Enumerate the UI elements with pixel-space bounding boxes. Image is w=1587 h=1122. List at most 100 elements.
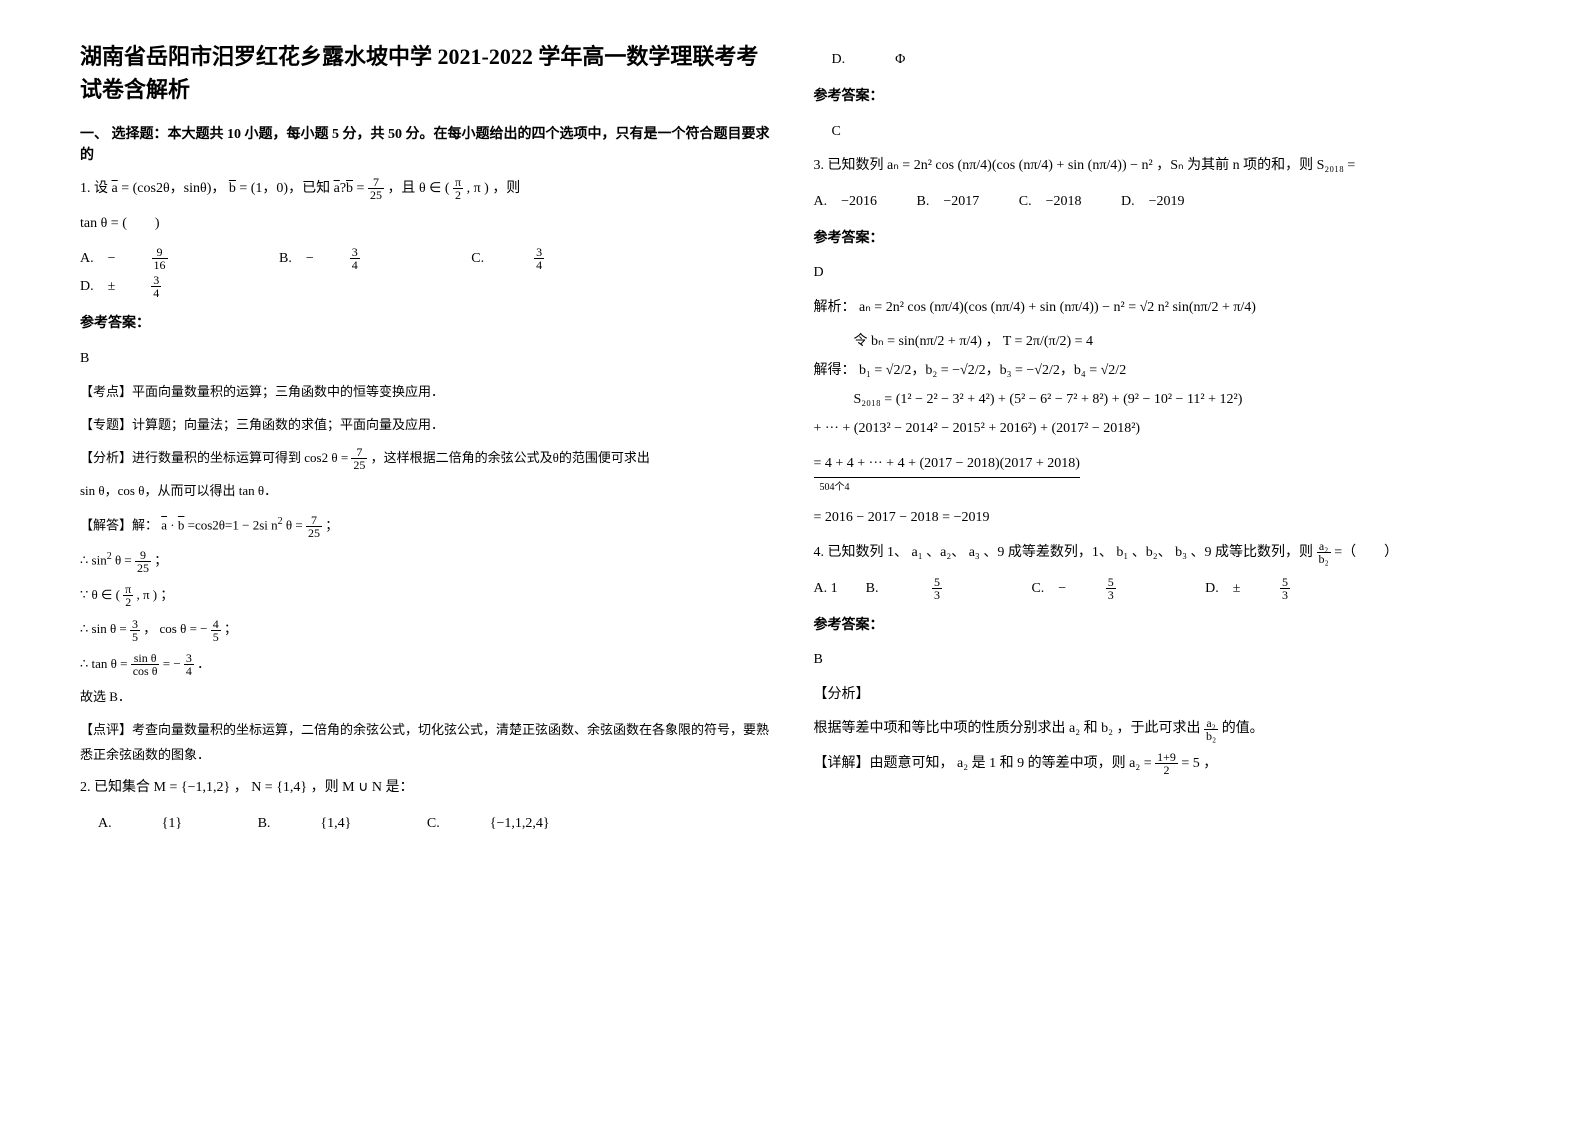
q3-jiexi-3: 解得： b₁ = √2/2，b₂ = −√2/2，b₃ = −√2/2，b₄ =… [814, 358, 1508, 385]
q3-jiexi-4: S₂₀₁₈ = (1² − 2² − 3² + 4²) + (5² − 6² −… [854, 392, 1508, 408]
q1-guxuan: 故选 B． [80, 685, 774, 710]
text: θ ∈ ( [92, 587, 120, 602]
formula: = 5 [1181, 756, 1199, 771]
frac: 53 [1280, 576, 1326, 601]
den: 25 [306, 527, 322, 539]
frac: 53 [1106, 576, 1152, 601]
text: ∵ [80, 587, 88, 602]
opt-a: A. {1} [98, 810, 218, 838]
opt-b: B. −2017 [917, 188, 980, 216]
text: 解析： [814, 300, 856, 315]
den: 4 [350, 259, 360, 271]
text: cos θ = − [160, 621, 208, 636]
text: ； [224, 621, 237, 636]
text: ，则 M ∪ N 是： [311, 780, 414, 795]
frac: 34 [151, 274, 197, 299]
formula: b₂ [1101, 721, 1113, 736]
formula: aₙ = 2n² cos (nπ/4)(cos (nπ/4) + sin (nπ… [859, 300, 1256, 315]
text: ； [154, 552, 167, 567]
num: 5 [1106, 576, 1116, 589]
text: D. [832, 46, 860, 74]
den: 4 [151, 287, 161, 299]
den: 4 [534, 259, 544, 271]
q1-answer: B [80, 346, 774, 373]
frac: 45 [211, 618, 221, 643]
text: B. [258, 810, 285, 838]
val: Φ [895, 46, 905, 74]
frac: 34 [350, 246, 396, 271]
text: 【解答】解： [80, 517, 158, 532]
text: = 4 + 4 + ··· + 4 + (2017 − 2018)(2017 +… [814, 451, 1080, 479]
q4-fenxi-1: 根据等差中项和等比中项的性质分别求出 a₂ 和 b₂ ，于此可求出 a₂b₂ 的… [814, 716, 1508, 743]
num: 7 [306, 514, 322, 527]
q3-options: A. −2016 B. −2017 C. −2018 D. −2019 [814, 188, 1508, 216]
text: 【分析】进行数量积的坐标运算可得到 cos2 [80, 450, 328, 465]
text: 【详解】由题意可知， [814, 756, 954, 771]
frac: 53 [932, 576, 978, 601]
q1-options: A. −916 B. −34 C. 34 D. ±34 [80, 245, 774, 301]
opt-c: C. −2018 [1019, 188, 1082, 216]
text: = − [163, 656, 181, 671]
text: ∴ [80, 656, 88, 671]
answer-label: 参考答案： [814, 226, 1508, 253]
opt-c: C. 34 [471, 245, 616, 273]
q2-stem: 2. 已知集合 M = {−1,1,2} ， N = {1,4} ，则 M ∪ … [80, 775, 774, 802]
formula: b₁ = √2/2，b₂ = −√2/2，b₃ = −√2/2，b₄ = √2/… [859, 363, 1126, 378]
frac: 35 [130, 618, 140, 643]
section-head: 一、 选择题：本大题共 10 小题，每小题 5 分，共 50 分。在每小题给出的… [80, 124, 774, 166]
text: =（ ） [1334, 545, 1398, 560]
num: 9 [135, 549, 151, 562]
formula: a₃ [969, 545, 980, 560]
opt-d: D. ± 34 [80, 273, 233, 301]
den: 5 [130, 631, 140, 643]
text: sin [92, 552, 107, 567]
frac: 725 [351, 446, 367, 471]
q2-options-cont: D. Φ [832, 46, 1508, 74]
den: b₂ [1204, 730, 1218, 742]
answer-label: 参考答案： [814, 84, 1508, 111]
den: 25 [135, 562, 151, 574]
vec-b2: b [346, 181, 353, 196]
text: · [170, 517, 174, 532]
q1-jd-line1: 【解答】解： a · b =cos2θ=1 − 2si n2 θ = 725 ； [80, 512, 774, 539]
text: 是 1 和 9 的等差中项，则 [972, 756, 1126, 771]
q1-kaodian: 【考点】平面向量数量积的运算；三角函数中的恒等变换应用． [80, 380, 774, 405]
q3-jiexi: 解析： aₙ = 2n² cos (nπ/4)(cos (nπ/4) + sin… [814, 295, 1508, 322]
text: ，Sₙ 为其前 n 项的和，则 [1156, 158, 1313, 173]
den: 2 [1155, 764, 1178, 776]
text: ∴ [80, 621, 88, 636]
text: B. − [279, 245, 314, 273]
text: 4. 已知数列 1、 [814, 545, 909, 560]
text: 根据等差中项和等比中项的性质分别求出 [814, 721, 1066, 736]
formula: b₃ [1175, 545, 1187, 560]
text: C. [427, 810, 454, 838]
vec-a: a [161, 517, 167, 532]
val: {−1,1,2,4} [490, 810, 550, 838]
frac: 925 [135, 549, 151, 574]
q4-fenxi-label: 【分析】 [814, 682, 1508, 709]
frac: π2 [453, 176, 463, 201]
frac: 725 [306, 514, 322, 539]
text: , π ) [467, 181, 489, 196]
den: 5 [211, 631, 221, 643]
text: D. ± [80, 273, 115, 301]
text: ，则 [492, 181, 520, 196]
q1-jd-line2: ∴ sin2 θ = 925 ； [80, 547, 774, 574]
den: 3 [932, 589, 942, 601]
text: ，于此可求出 [1117, 721, 1201, 736]
frac: 725 [368, 176, 384, 201]
text: 3. 已知数列 [814, 158, 884, 173]
text: ． [197, 656, 210, 671]
num: 4 [211, 618, 221, 631]
den: 16 [152, 259, 168, 271]
q2-answer: C [832, 119, 1508, 146]
text: sin θ = [92, 621, 127, 636]
page-title: 湖南省岳阳市汨罗红花乡露水坡中学 2021-2022 学年高一数学理联考考试卷含… [80, 40, 774, 106]
text: , π ) [136, 587, 157, 602]
vec-b: b [178, 517, 185, 532]
text: C. − [1017, 575, 1066, 603]
text: 和 [1084, 721, 1102, 736]
num: 5 [932, 576, 942, 589]
text: 解得： [814, 363, 856, 378]
text: 、9 成等差数列，1、 [983, 545, 1113, 560]
